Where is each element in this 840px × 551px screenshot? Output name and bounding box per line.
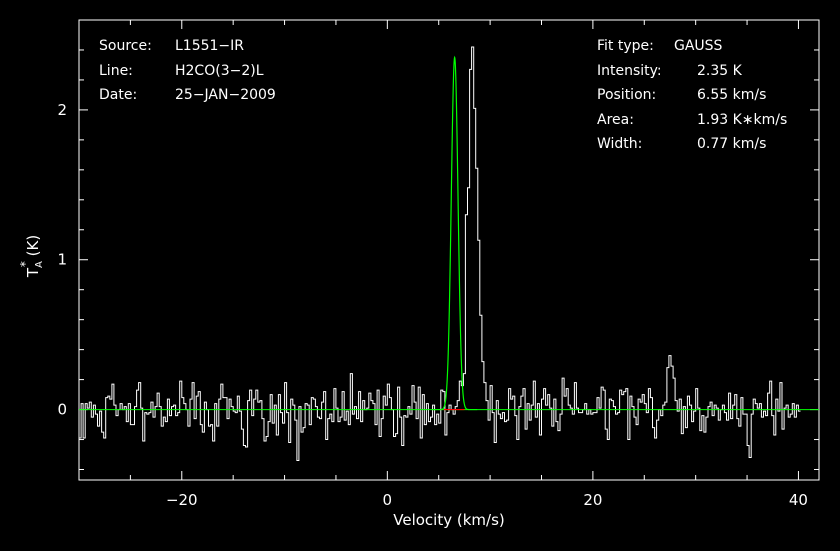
spectrum-line	[79, 46, 801, 461]
y-axis-label-unit: (K)	[24, 235, 42, 261]
x-axis-label: Velocity (km/s)	[393, 511, 504, 529]
info-right-label-width: Width:	[597, 136, 642, 152]
info-left-value-date: 25−JAN−2009	[175, 87, 276, 103]
info-right-label-intensity: Intensity:	[597, 63, 662, 79]
gaussian-fit-curve	[432, 55, 478, 411]
info-right-value-position: 6.55 km/s	[697, 87, 766, 103]
info-right-value-width: 0.77 km/s	[697, 136, 766, 152]
info-right-label-position: Position:	[597, 87, 656, 103]
info-left-label-line: Line:	[99, 63, 133, 79]
x-tick-label: −20	[166, 491, 198, 509]
x-tick-label: 20	[583, 491, 602, 509]
info-right-value-intensity: 2.35 K	[697, 63, 743, 79]
info-right-value-area: 1.93 K∗km/s	[697, 112, 787, 128]
y-axis-label-main: T	[24, 267, 42, 278]
info-left-value-source: L1551−IR	[175, 38, 244, 54]
y-tick-label: 0	[57, 401, 67, 419]
info-panel: Source: L1551−IR Line: H2CO(3−2)L Date: …	[99, 38, 787, 152]
y-tick-label: 2	[57, 101, 67, 119]
info-right-label-fit-type: Fit type:	[597, 38, 654, 54]
y-axis-label-sub: A	[34, 261, 45, 268]
plot-frame	[78, 19, 820, 481]
info-left-label-date: Date:	[99, 87, 137, 103]
x-tick-label: 0	[383, 491, 393, 509]
x-tick-label: 40	[789, 491, 808, 509]
y-axis-label-sup: *	[18, 261, 32, 267]
info-right-label-area: Area:	[597, 112, 634, 128]
y-tick-label: 1	[57, 251, 67, 269]
info-left-label-source: Source:	[99, 38, 152, 54]
info-right-value-fit-type: GAUSS	[674, 38, 723, 54]
y-axis-label: TA* (K)	[18, 235, 45, 278]
info-left-value-line: H2CO(3−2)L	[175, 63, 264, 79]
